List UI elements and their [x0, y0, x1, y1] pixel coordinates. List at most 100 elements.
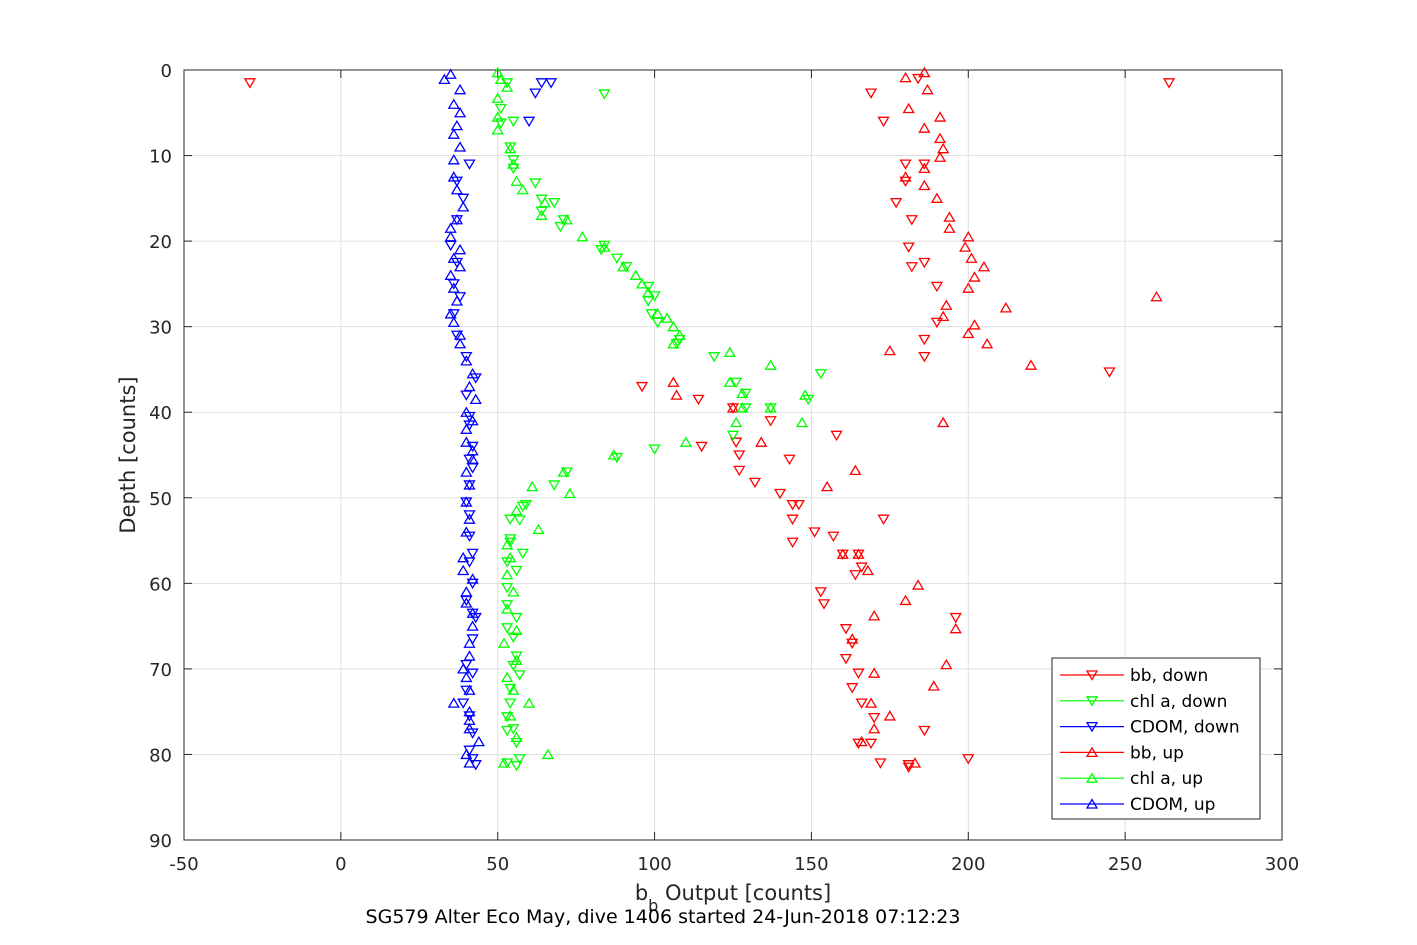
- data-point: [733, 450, 746, 461]
- data-point: [921, 83, 934, 95]
- data-point: [692, 394, 705, 406]
- data-point: [460, 586, 473, 597]
- data-point: [494, 103, 507, 115]
- data-point: [460, 351, 473, 363]
- data-point: [930, 281, 944, 293]
- data-point: [447, 316, 460, 328]
- data-point: [937, 416, 950, 428]
- data-point: [905, 262, 918, 273]
- data-point: [764, 359, 777, 370]
- data-point: [491, 111, 504, 122]
- data-point: [510, 737, 523, 749]
- data-point: [1024, 359, 1038, 370]
- data-point: [463, 722, 476, 734]
- data-point: [918, 179, 931, 191]
- data-point: [510, 504, 523, 516]
- data-point: [642, 296, 655, 307]
- y-tick-label: 20: [149, 232, 172, 253]
- data-point: [739, 403, 752, 414]
- data-point: [839, 624, 853, 635]
- data-point: [962, 282, 975, 293]
- data-point: [855, 562, 868, 573]
- data-point: [877, 116, 890, 128]
- data-point: [889, 197, 903, 209]
- data-point: [541, 748, 555, 760]
- data-point: [918, 122, 931, 133]
- legend-marker: [1085, 721, 1099, 733]
- data-point: [648, 444, 661, 455]
- data-point: [548, 480, 561, 491]
- data-point: [510, 760, 523, 772]
- data-point: [497, 757, 511, 768]
- data-point: [855, 698, 868, 709]
- data-point: [730, 377, 743, 389]
- data-point: [516, 501, 529, 513]
- data-point: [500, 623, 514, 634]
- data-point: [839, 653, 853, 665]
- data-point: [598, 241, 611, 252]
- data-point: [902, 102, 915, 114]
- x-tick-label: 200: [951, 854, 985, 875]
- data-point: [595, 245, 608, 256]
- data-point: [773, 488, 787, 500]
- data-point: [560, 213, 573, 225]
- data-point: [507, 586, 520, 597]
- data-point: [667, 320, 680, 332]
- y-tick-label: 10: [149, 147, 172, 168]
- data-point: [554, 221, 567, 233]
- data-point: [460, 466, 473, 477]
- data-point: [516, 183, 529, 195]
- legend-marker: [1085, 696, 1099, 707]
- data-point: [500, 758, 514, 769]
- data-point: [529, 88, 542, 99]
- data-point: [447, 171, 460, 182]
- data-point: [500, 671, 514, 683]
- series-bb-down: [243, 73, 1176, 774]
- data-point: [799, 389, 812, 400]
- data-point: [450, 119, 464, 131]
- data-point: [453, 83, 467, 95]
- data-point: [560, 467, 573, 478]
- data-point: [447, 128, 460, 139]
- data-point: [918, 351, 931, 363]
- data-point: [513, 515, 526, 526]
- data-point: [949, 612, 962, 624]
- x-axis-label-main: b: [635, 881, 648, 905]
- data-point: [968, 319, 981, 330]
- data-point: [968, 271, 981, 282]
- data-point: [899, 171, 912, 182]
- data-point: [519, 499, 533, 511]
- data-point: [504, 514, 517, 525]
- data-point: [504, 683, 517, 695]
- data-point: [535, 209, 548, 221]
- data-point: [977, 260, 991, 272]
- data-point: [817, 599, 831, 610]
- data-point: [444, 231, 457, 242]
- data-point: [460, 597, 473, 608]
- data-point: [460, 390, 473, 401]
- data-point: [852, 668, 865, 679]
- x-tick-label: -50: [169, 854, 198, 875]
- data-point: [620, 262, 633, 273]
- data-point: [730, 437, 743, 448]
- data-point: [726, 402, 740, 413]
- y-tick-label: 0: [161, 61, 172, 82]
- data-point: [933, 151, 947, 162]
- data-point: [460, 436, 473, 447]
- data-point: [453, 106, 467, 118]
- data-point: [899, 594, 912, 606]
- data-point: [463, 513, 476, 524]
- data-point: [447, 98, 460, 109]
- data-point: [673, 329, 686, 340]
- legend-entry-label: CDOM, down: [1130, 718, 1240, 738]
- legend-box: [1051, 657, 1261, 820]
- data-point: [538, 196, 551, 208]
- data-point: [786, 514, 799, 525]
- data-point: [510, 731, 523, 742]
- data-point: [868, 610, 881, 621]
- x-tick-label: 0: [335, 854, 346, 875]
- data-point: [450, 295, 464, 306]
- data-point: [463, 637, 476, 648]
- data-point: [610, 253, 624, 265]
